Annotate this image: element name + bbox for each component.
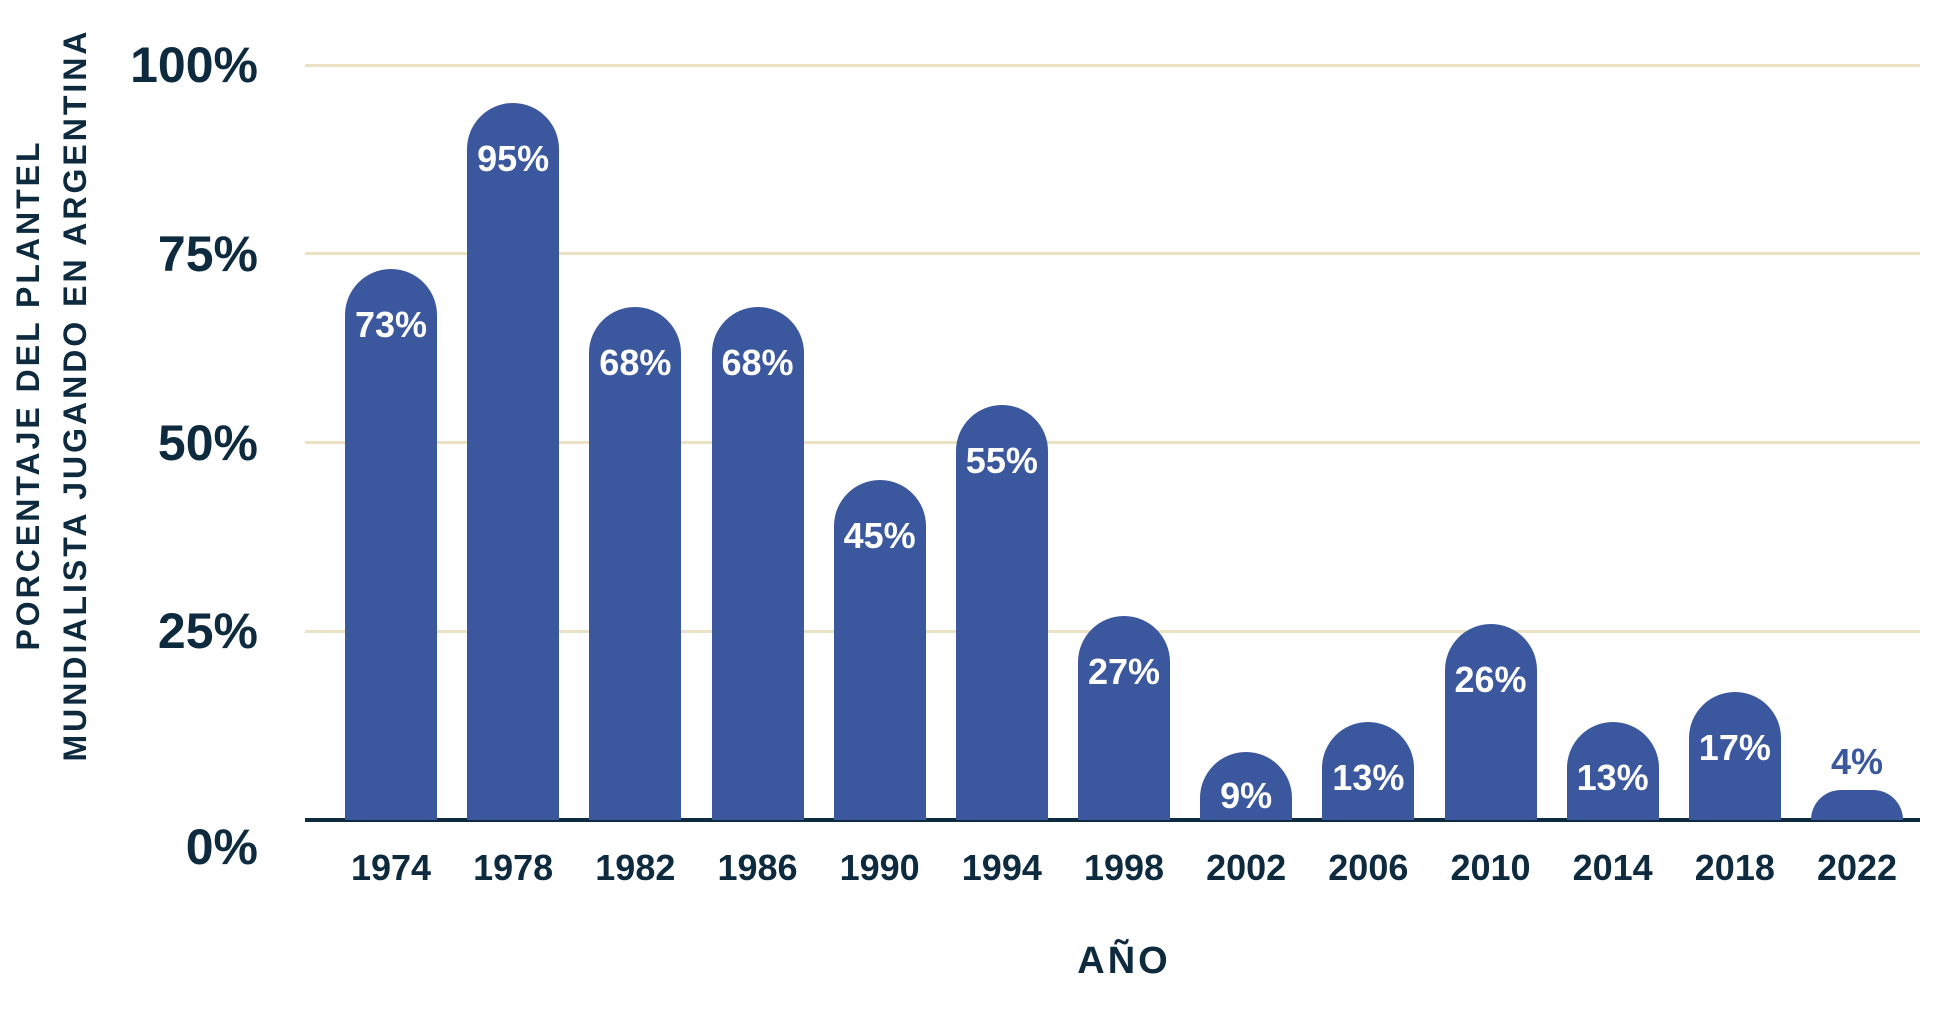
x-axis-line (305, 818, 1920, 822)
bar-2018 (1688, 691, 1781, 820)
bar-2002 (1200, 752, 1293, 820)
x-tick-label-1978: 1978 (473, 847, 554, 888)
x-tick-label-1986: 1986 (717, 847, 798, 888)
bar-value-label-1986: 68% (721, 341, 794, 383)
bar-value-label-1978: 95% (477, 137, 550, 179)
bar-2010 (1444, 623, 1537, 820)
y-tick-label-50: 50% (157, 414, 258, 471)
x-tick-label-2006: 2006 (1328, 847, 1409, 888)
bar-value-label-2022: 4% (1830, 740, 1884, 782)
y-tick-label-100: 100% (130, 37, 258, 93)
y-axis-title-line-2: MUNDIALISTA JUGANDO EN ARGENTINA (57, 28, 93, 762)
x-tick-label-2018: 2018 (1694, 847, 1775, 888)
gridline-50 (305, 441, 1920, 444)
bar-2014 (1566, 721, 1659, 820)
x-tick-label-1994: 1994 (961, 847, 1042, 888)
bar-1978 (467, 102, 560, 820)
bar-value-label-1998: 27% (1087, 651, 1161, 693)
x-axis-title: AÑO (1077, 940, 1171, 982)
bar-1982 (589, 306, 682, 820)
bar-1994 (955, 404, 1048, 820)
bar-value-label-2002: 9% (1220, 775, 1273, 816)
y-axis-title-line-1: PORCENTAJE DEL PLANTEL (10, 139, 46, 651)
x-tick-label-2022: 2022 (1816, 847, 1898, 888)
bar-value-label-1982: 68% (599, 341, 672, 383)
gridline-100 (305, 63, 1920, 67)
y-tick-label-25: 25% (157, 603, 258, 660)
bar-value-label-2018: 17% (1698, 726, 1771, 768)
bar-value-label-1990: 45% (843, 515, 916, 557)
x-tick-label-2002: 2002 (1206, 847, 1287, 888)
bar-1998 (1078, 616, 1170, 820)
x-tick-label-1982: 1982 (595, 847, 676, 888)
y-tick-label-0: 0% (185, 819, 258, 875)
x-tick-label-1998: 1998 (1083, 847, 1165, 888)
gridline-75 (305, 252, 1920, 256)
bar-1990 (833, 480, 926, 820)
x-tick-label-1990: 1990 (839, 847, 920, 888)
x-tick-label-2010: 2010 (1450, 847, 1531, 888)
bar-value-label-2010: 26% (1454, 658, 1527, 700)
bar-value-label-1994: 55% (965, 439, 1038, 481)
bar-2006 (1322, 721, 1415, 820)
bar-2022 (1811, 789, 1903, 820)
bar-1974 (345, 268, 437, 820)
bar-value-label-2014: 13% (1576, 756, 1649, 798)
x-tick-label-2014: 2014 (1572, 847, 1653, 888)
x-tick-label-1974: 1974 (350, 847, 432, 888)
bar-value-label-1974: 73% (354, 303, 428, 345)
y-axis-title: PORCENTAJE DEL PLANTEL MUNDIALISTA JUGAN… (5, 0, 99, 795)
y-tick-label-75: 75% (157, 225, 258, 282)
bar-value-label-2006: 13% (1332, 756, 1405, 798)
bar-1986 (711, 306, 804, 820)
